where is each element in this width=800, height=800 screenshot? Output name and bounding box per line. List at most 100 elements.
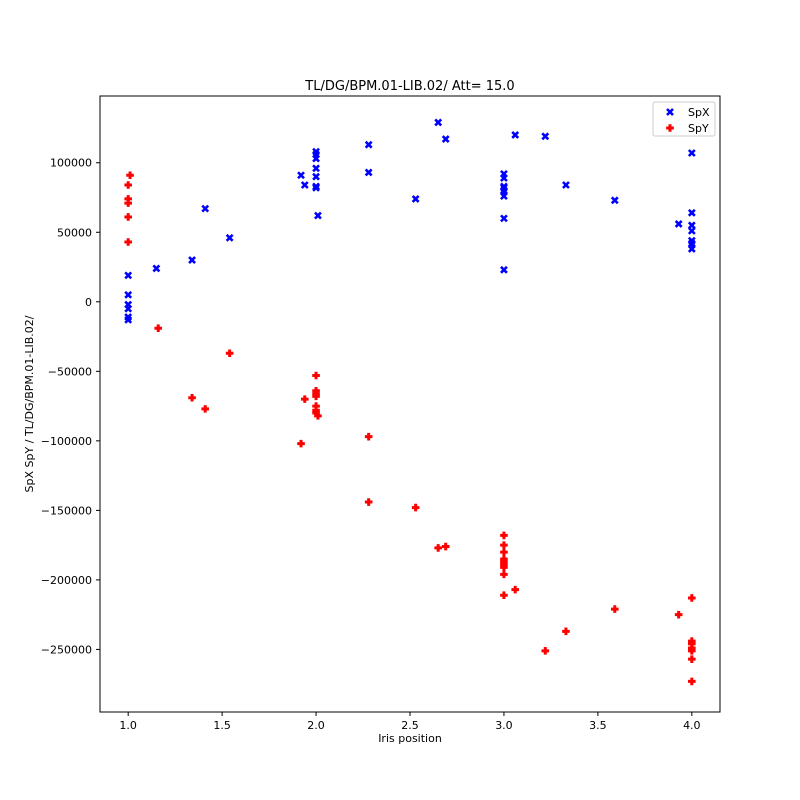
spx-point xyxy=(434,118,443,127)
spx-point xyxy=(500,214,508,223)
y-tick-label: −250000 xyxy=(41,643,92,656)
y-tick-label: −200000 xyxy=(41,574,92,587)
spx-point xyxy=(124,315,133,324)
legend-label-spy: SpY xyxy=(688,122,709,135)
spy-point xyxy=(500,531,508,540)
spy-point xyxy=(688,640,696,648)
spy-point xyxy=(610,605,619,613)
x-tick-label: 4.0 xyxy=(683,719,701,732)
spx-point xyxy=(610,196,619,205)
spy-point xyxy=(674,610,683,619)
spy-point xyxy=(511,585,520,594)
spy-point xyxy=(124,213,132,221)
x-tick-label: 3.0 xyxy=(495,719,513,732)
spx-point xyxy=(687,226,696,235)
spx-point xyxy=(312,172,320,181)
spy-point xyxy=(364,498,373,506)
spy-point xyxy=(225,349,234,358)
series-spx xyxy=(124,118,696,324)
spx-point xyxy=(411,194,420,203)
spx-point xyxy=(152,264,161,273)
spy-point xyxy=(688,677,696,686)
spy-point xyxy=(188,393,196,402)
spy-point xyxy=(312,392,320,401)
spx-point xyxy=(511,131,520,139)
spx-point xyxy=(297,171,305,180)
spy-point xyxy=(154,324,163,333)
spx-point xyxy=(441,135,450,144)
series-spy xyxy=(124,171,696,686)
y-tick-label: −50000 xyxy=(48,365,92,378)
spy-point xyxy=(411,503,420,512)
spy-point xyxy=(300,395,309,403)
spx-point xyxy=(312,154,320,163)
legend-marker-spy xyxy=(666,124,674,132)
spy-point xyxy=(312,409,320,417)
y-tick-label: −150000 xyxy=(41,504,92,517)
spx-point xyxy=(364,140,373,149)
spy-point xyxy=(434,544,442,552)
spx-point xyxy=(225,233,234,242)
spy-point xyxy=(500,541,508,549)
spx-point xyxy=(300,181,309,189)
spy-point xyxy=(500,591,508,599)
y-tick-label: 50000 xyxy=(57,226,92,239)
legend: SpX SpY xyxy=(652,101,716,137)
spy-point xyxy=(297,439,305,448)
spy-point xyxy=(500,548,508,556)
spx-point xyxy=(687,245,696,253)
x-axis: 1.0 1.5 2.0 2.5 3.0 3.5 4.0 xyxy=(119,712,701,732)
spy-point xyxy=(201,405,210,413)
spy-point xyxy=(364,432,373,441)
spy-point xyxy=(124,238,132,246)
spx-point xyxy=(312,183,320,192)
spx-point xyxy=(500,265,508,274)
spy-point xyxy=(562,627,570,636)
spy-point xyxy=(441,542,450,551)
x-axis-label: Iris position xyxy=(378,732,442,745)
spy-point xyxy=(688,655,696,663)
spx-point xyxy=(312,164,320,173)
x-tick-label: 2.5 xyxy=(401,719,419,732)
spy-point xyxy=(500,570,508,579)
spy-point xyxy=(314,412,322,420)
spx-point xyxy=(124,304,133,313)
spy-point xyxy=(124,195,132,203)
y-tick-label: 100000 xyxy=(50,157,92,170)
spy-point xyxy=(688,647,696,655)
spy-point xyxy=(312,371,320,380)
spx-point xyxy=(201,204,210,213)
y-axis: −250000 −200000 −150000 −100000 −50000 0 50000… xyxy=(41,157,100,656)
x-tick-label: 1.5 xyxy=(213,719,231,732)
legend-label-spx: SpX xyxy=(688,106,710,119)
spx-point xyxy=(364,168,373,177)
data-points xyxy=(124,118,696,686)
spy-point xyxy=(688,594,696,602)
spy-point xyxy=(124,181,132,189)
y-axis-label: SpX SpY / TL/DG/BPM.01-LIB.02/ xyxy=(23,315,36,492)
chart-title: TL/DG/BPM.01-LIB.02/ Att= 15.0 xyxy=(304,79,514,94)
y-tick-label: 0 xyxy=(85,296,92,309)
spx-point xyxy=(500,174,508,182)
x-tick-label: 3.5 xyxy=(589,719,607,732)
spx-point xyxy=(562,181,570,189)
spx-point xyxy=(687,149,696,157)
spx-point xyxy=(314,211,322,220)
legend-entries: SpX SpY xyxy=(666,106,710,135)
spy-point xyxy=(124,199,132,207)
spy-point xyxy=(126,171,134,180)
x-tick-label: 1.0 xyxy=(119,719,137,732)
spy-point xyxy=(500,563,508,572)
spy-point xyxy=(541,647,550,655)
spy-point xyxy=(312,402,320,410)
legend-marker-spx xyxy=(666,108,674,116)
y-tick-label: −100000 xyxy=(41,435,92,448)
x-tick-label: 2.0 xyxy=(307,719,325,732)
spx-point xyxy=(674,220,683,228)
spx-point xyxy=(687,208,696,217)
spx-point xyxy=(188,256,196,265)
spx-point xyxy=(124,271,133,280)
spx-point xyxy=(500,192,508,201)
spx-point xyxy=(541,132,550,141)
